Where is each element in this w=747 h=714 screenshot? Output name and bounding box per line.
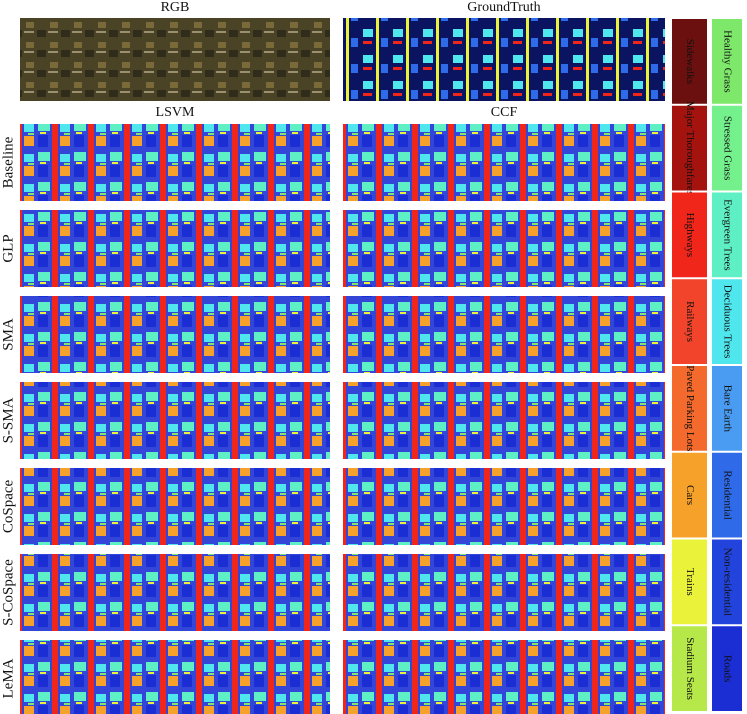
legend-label: Bare Earth (721, 385, 733, 433)
classification-map (20, 124, 330, 201)
legend-swatch (672, 366, 707, 451)
row-label: GLP (0, 234, 16, 262)
legend-swatch (712, 105, 742, 191)
column-title: CCF (491, 105, 518, 120)
column-title: RGB (161, 0, 190, 15)
classification-map (20, 468, 330, 545)
classification-map (343, 382, 665, 459)
legend-swatch (712, 366, 742, 451)
legend-label: Non-residential (721, 548, 733, 616)
legend-label: Residential (721, 470, 733, 520)
ground-truth-image (343, 18, 665, 101)
legend-swatch (672, 19, 707, 104)
legend-swatch (672, 192, 707, 278)
classification-map (20, 382, 330, 459)
legend-label: Stadium Seats (684, 637, 696, 700)
legend-swatch (672, 539, 707, 625)
legend-label: Stressed Grass (721, 116, 733, 180)
classification-map (343, 640, 665, 714)
classification-map (343, 296, 665, 373)
legend-swatch (712, 452, 742, 538)
row-label: LeMA (0, 658, 16, 698)
column-title: LSVM (156, 105, 195, 120)
legend-swatch (712, 279, 742, 364)
legend-swatch (712, 539, 742, 625)
row-label: S-SMA (0, 397, 16, 443)
legend-swatch (712, 626, 742, 711)
classification-map (20, 210, 330, 287)
legend-label: Highways (684, 213, 696, 258)
legend-label: Paved Parking Lots (684, 365, 696, 451)
legend-swatch (672, 279, 707, 364)
legend-label: Railways (684, 301, 696, 342)
legend-label: Healthy Grass (721, 30, 733, 93)
classification-map (343, 468, 665, 545)
legend-label: Evergreen Trees (721, 199, 733, 271)
legend-swatch (672, 105, 707, 191)
row-label: S-CoSpace (0, 559, 16, 626)
legend-label: Sidewalks (684, 39, 696, 84)
column-title: GroundTruth (467, 0, 540, 15)
legend-swatch (672, 626, 707, 711)
classification-map (343, 124, 665, 201)
classification-map (20, 296, 330, 373)
row-label: CoSpace (0, 480, 16, 534)
legend-swatch (712, 19, 742, 104)
classification-map (343, 554, 665, 631)
legend-label: Roads (721, 655, 733, 683)
rgb-image (20, 18, 330, 101)
row-label: Baseline (0, 136, 16, 188)
legend-label: Deciduous Trees (721, 285, 733, 359)
classification-map (20, 640, 330, 714)
legend-swatch (712, 192, 742, 278)
legend-label: Major Thoroughfares (684, 101, 696, 195)
classification-map (343, 210, 665, 287)
legend-label: Trains (684, 568, 696, 596)
row-label: SMA (0, 318, 16, 351)
legend-label: Cars (684, 485, 696, 505)
classification-map (20, 554, 330, 631)
legend-swatch (672, 452, 707, 538)
